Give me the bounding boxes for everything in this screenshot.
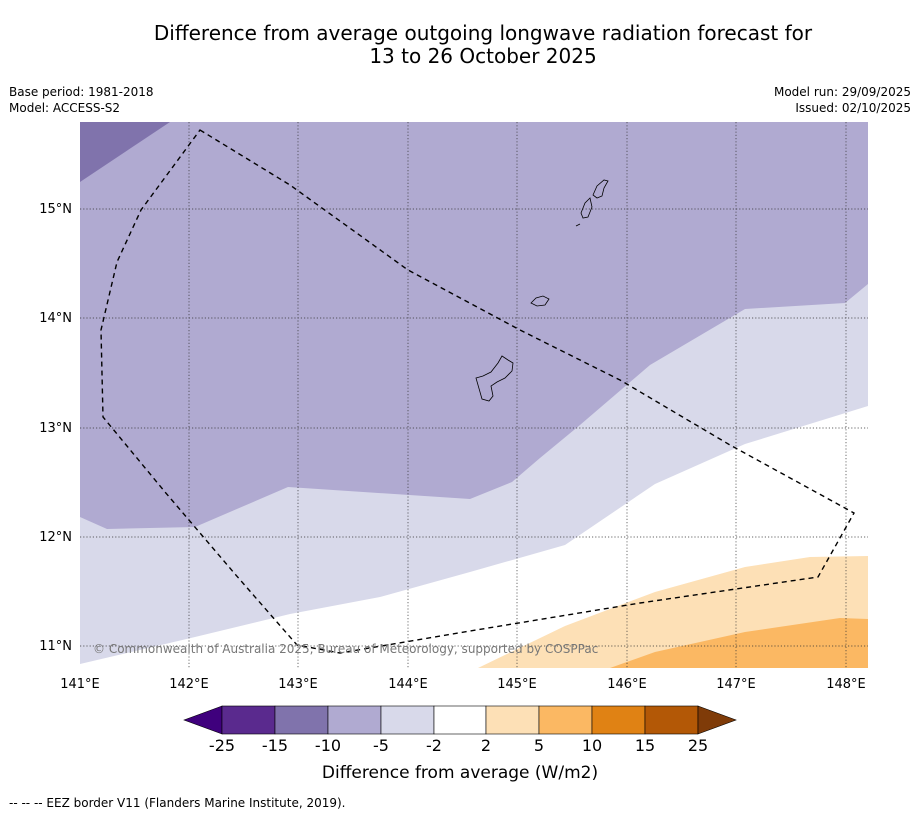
- island-guam: [475, 355, 514, 402]
- meta-right: Model run: 29/09/2025 Issued: 02/10/2025: [774, 84, 911, 116]
- lon-tick-143: 143°E: [278, 677, 318, 692]
- colorbar-tick: -10: [315, 736, 341, 755]
- lat-tick-15: 15°N: [39, 202, 72, 217]
- colorbar-bin-9: [644, 705, 699, 735]
- lat-axis: 15°N 14°N 13°N 12°N 11°N: [39, 202, 72, 654]
- anomaly-band-minus15-minus10: [80, 122, 170, 182]
- lon-axis: 141°E 142°E 143°E 144°E 145°E 146°E 147°…: [60, 677, 866, 692]
- lon-tick-145: 145°E: [497, 677, 537, 692]
- island-rota: [530, 295, 550, 307]
- lat-tick-12: 12°N: [39, 530, 72, 545]
- lat-tick-13: 13°N: [39, 421, 72, 436]
- lon-tick-141: 141°E: [60, 677, 100, 692]
- colorbar-extend-low: [183, 705, 223, 735]
- lon-tick-147: 147°E: [716, 677, 756, 692]
- island-tinian: [580, 197, 593, 219]
- base-period: Base period: 1981-2018: [9, 85, 154, 99]
- meta-left: Base period: 1981-2018 Model: ACCESS-S2: [9, 84, 154, 116]
- model-name: Model: ACCESS-S2: [9, 101, 121, 115]
- colorbar-bin-2: [274, 705, 329, 735]
- eez-border: [100, 129, 855, 654]
- colorbar-bin-7: [538, 705, 593, 735]
- chart-title: Difference from average outgoing longwav…: [0, 22, 919, 68]
- copyright-text: © Commonwealth of Australia 2025, Bureau…: [93, 642, 598, 656]
- colorbar-bin-5: [433, 705, 487, 735]
- model-run: Model run: 29/09/2025: [773, 85, 911, 99]
- anomaly-band-plus5-plus10: [610, 618, 868, 668]
- colorbar-bin-3: [327, 705, 382, 735]
- lat-tick-14: 14°N: [39, 311, 72, 326]
- colorbar-tick: 2: [481, 736, 491, 755]
- lat-tick-11: 11°N: [39, 639, 72, 654]
- colorbar-tick: 15: [635, 736, 655, 755]
- eez-legend: -- -- -- EEZ border V11 (Flanders Marine…: [9, 796, 346, 810]
- colorbar: -25 -15 -10 -5 -2 2 5 10 15 25 Differenc…: [183, 705, 737, 783]
- title-line-1: Difference from average outgoing longwav…: [153, 21, 813, 45]
- title-line-2: 13 to 26 October 2025: [369, 44, 597, 68]
- issued-date: Issued: 02/10/2025: [795, 101, 911, 115]
- gridlines: [80, 122, 868, 668]
- colorbar-tick: -5: [373, 736, 389, 755]
- colorbar-bin-8: [591, 705, 646, 735]
- colorbar-tick: -25: [209, 736, 235, 755]
- colorbar-tick: -2: [426, 736, 442, 755]
- colorbar-tick: 10: [582, 736, 602, 755]
- colorbar-tick: 5: [534, 736, 544, 755]
- colorbar-bin-1: [221, 705, 276, 735]
- colorbar-bin-4: [380, 705, 435, 735]
- map-panel: © Commonwealth of Australia 2025, Bureau…: [80, 122, 868, 668]
- lon-tick-144: 144°E: [388, 677, 428, 692]
- lon-tick-148: 148°E: [826, 677, 866, 692]
- lon-tick-142: 142°E: [169, 677, 209, 692]
- island-outlines: [475, 179, 609, 402]
- colorbar-tick: -15: [262, 736, 288, 755]
- island-saipan: [592, 179, 609, 199]
- colorbar-label: Difference from average (W/m2): [322, 763, 598, 783]
- colorbar-extend-high: [697, 705, 737, 735]
- colorbar-tick: 25: [688, 736, 708, 755]
- island-aguijan: [575, 223, 581, 227]
- colorbar-bin-6: [485, 705, 540, 735]
- lon-tick-146: 146°E: [607, 677, 647, 692]
